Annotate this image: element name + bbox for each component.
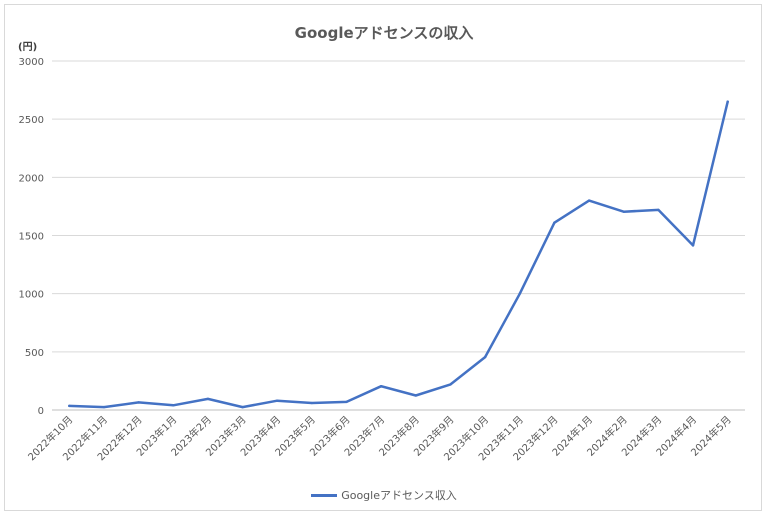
y-tick-label: 2500	[19, 115, 44, 126]
data-point	[587, 199, 591, 202]
chart-frame	[4, 4, 762, 511]
data-point	[137, 401, 140, 404]
data-point	[414, 394, 418, 397]
data-point	[518, 292, 521, 295]
chart-title: Googleアドセンスの収入	[294, 24, 474, 42]
y-tick-label: 0	[38, 406, 44, 417]
y-tick-label: 1500	[19, 232, 44, 243]
y-tick-label: 3000	[19, 57, 44, 68]
data-point	[345, 400, 348, 404]
legend-swatch	[311, 493, 338, 497]
data-point	[726, 100, 729, 103]
data-point	[172, 404, 175, 407]
legend-label: Googleアドセンス収入	[341, 489, 457, 502]
data-point	[276, 399, 279, 402]
data-point	[691, 244, 695, 247]
data-point	[483, 355, 487, 359]
data-point	[206, 397, 210, 401]
y-axis-unit-label: (円)	[18, 42, 38, 53]
y-tick-label: 500	[25, 348, 44, 359]
data-point	[622, 210, 625, 213]
data-point	[241, 405, 244, 409]
y-tick-label: 1000	[19, 290, 44, 301]
data-point	[68, 404, 71, 408]
series-line	[68, 100, 729, 409]
legend: Googleアドセンス収入	[0, 487, 768, 503]
data-point	[379, 384, 383, 388]
data-point	[657, 208, 660, 212]
data-point	[553, 221, 556, 224]
data-point	[102, 405, 106, 409]
y-tick-label: 2000	[19, 173, 44, 184]
data-point	[310, 401, 314, 405]
data-point	[449, 383, 452, 386]
